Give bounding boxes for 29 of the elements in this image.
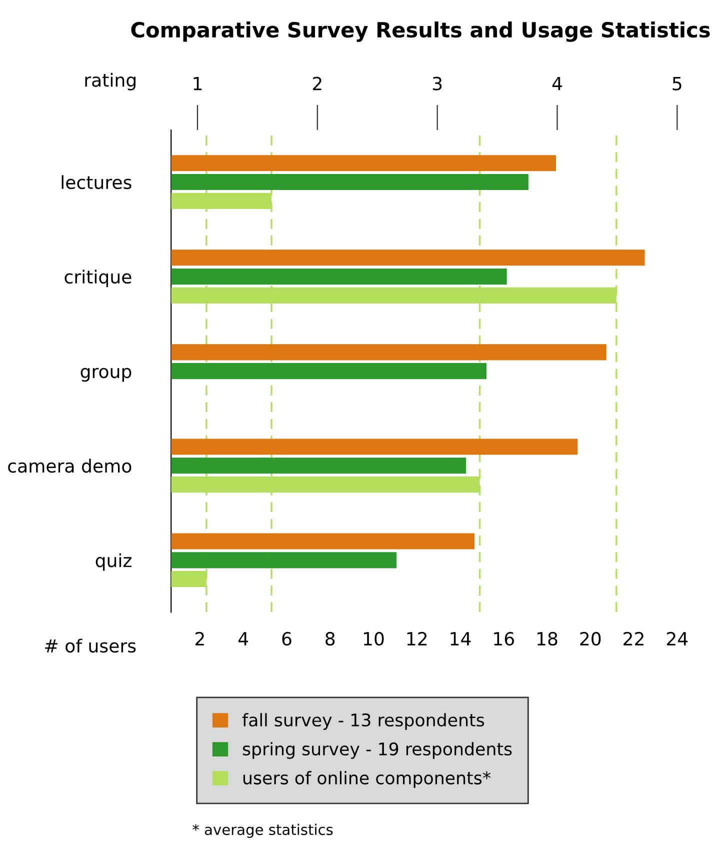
x-tick-label: 4 <box>238 632 248 646</box>
x2-tick-label: 4 <box>552 76 562 90</box>
y-tick-label: group <box>80 368 132 382</box>
legend-label: spring survey - 19 respondents <box>242 742 512 759</box>
x2-tick-label: 5 <box>672 76 682 90</box>
x-tick-label: 18 <box>538 632 558 646</box>
x-tick-label: 10 <box>364 632 384 646</box>
y-tick-label: critique <box>64 270 132 288</box>
x-tick-label: 2 <box>196 632 204 646</box>
x-tick-label: 22 <box>624 632 644 646</box>
y-tick-label: lectures <box>62 175 132 190</box>
x-tick-label: 20 <box>580 632 601 646</box>
x-tick-label: 6 <box>282 632 292 646</box>
legend-label: fall survey - 13 respondents <box>242 713 484 730</box>
x2-tick-label: 3 <box>432 76 442 90</box>
x-tick-label: 16 <box>494 632 514 646</box>
x-tick-label: 24 <box>666 632 688 646</box>
legend-label: users of online components* <box>243 771 491 788</box>
x-tick-label: 12 <box>407 632 427 646</box>
x2-tick-label: 2 <box>312 76 322 90</box>
x-tick-label: 14 <box>450 632 471 646</box>
y-tick-label: camera demo <box>8 458 132 473</box>
x-axis-title: # of users <box>45 638 136 653</box>
text: * average statistics <box>192 824 333 838</box>
chart-title: Comparative Survey Results and Usage Statistics <box>131 22 710 42</box>
y-tick-label: quiz <box>96 553 132 571</box>
x2-axis-title: rating <box>85 72 136 90</box>
x-tick-label: 8 <box>326 632 335 646</box>
x2-tick-label: 1 <box>194 76 202 90</box>
